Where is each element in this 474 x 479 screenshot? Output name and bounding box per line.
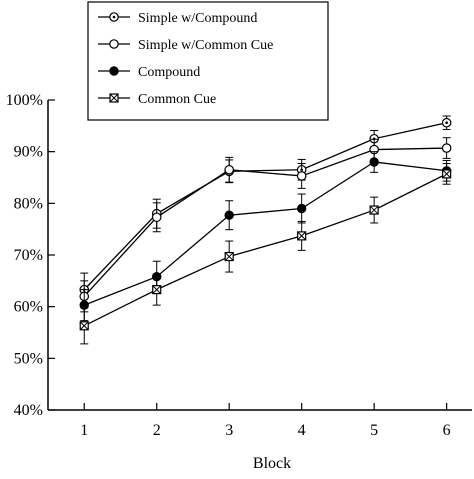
y-tick-label: 60% [14,299,43,316]
marker-circle [109,39,119,49]
legend-label: Simple w/Common Cue [138,38,273,53]
legend-marker [109,12,119,22]
legend-item: Simple w/Compound [98,11,257,26]
marker-circle [109,66,119,76]
marker-circle [369,157,379,167]
x-axis-title: Block [253,455,291,472]
y-tick-label: 50% [14,350,43,367]
x-tick-label: 5 [370,422,378,439]
marker-cross [152,285,162,294]
marker-cross [442,169,451,179]
marker-cross [79,321,89,331]
marker-circle [296,171,307,181]
legend-item: Simple w/Common Cue [98,38,273,53]
data-point [442,169,452,179]
series-simple-w-common-cue [79,137,452,313]
y-tick-label: 90% [14,144,43,161]
x-tick-label: 3 [225,422,233,439]
series-layer [79,115,452,345]
marker-cross [369,205,379,215]
data-point [296,203,307,214]
data-point [296,171,307,181]
series-line [83,173,447,327]
series-common-cue [79,163,452,345]
data-point [224,164,234,175]
y-tick-label: 100% [6,92,43,109]
marker-center-dot [445,121,448,125]
marker-circle [296,203,307,214]
axes-group: 40% 50% 60% 70% 80% 90% 100% 1 2 3 4 5 6 [6,92,472,439]
marker-circle [151,212,162,223]
legend-label: Compound [138,65,200,80]
x-tick-label: 2 [153,422,161,439]
legend-label: Simple w/Compound [138,11,257,26]
data-point [224,210,234,220]
data-point [151,212,162,223]
legend-item: Compound [98,65,200,80]
marker-cross [224,252,234,261]
marker-cross [297,231,307,241]
data-point [224,251,234,262]
y-tick-label: 40% [14,402,43,419]
legend-marker [109,66,119,76]
series-line [83,147,447,297]
data-point [369,205,379,215]
legend-item: Common Cue [98,92,216,107]
x-tick-label: 4 [298,422,306,439]
data-point [79,321,89,331]
x-tick-label: 1 [80,422,88,439]
y-tick-label: 80% [14,195,43,212]
marker-cross [109,93,119,103]
series-line [83,122,447,291]
legend: Simple w/Compound Simple w/Common Cue Comp… [87,1,329,121]
series-line [84,161,447,306]
legend-marker [109,93,119,103]
marker-circle [224,210,234,220]
legend-marker [109,39,119,49]
marker-circle [224,164,234,175]
data-point [441,143,452,153]
legend-label: Common Cue [138,92,216,107]
legend-box [87,1,329,121]
data-point [369,157,379,167]
data-point [441,117,452,128]
marker-circle [441,143,452,153]
y-tick-label: 70% [14,247,43,264]
x-tick-label: 6 [443,422,451,439]
series-simple-w-compound [79,115,452,307]
data-point [152,285,162,295]
marker-center-dot [112,15,116,19]
data-point [297,231,307,241]
